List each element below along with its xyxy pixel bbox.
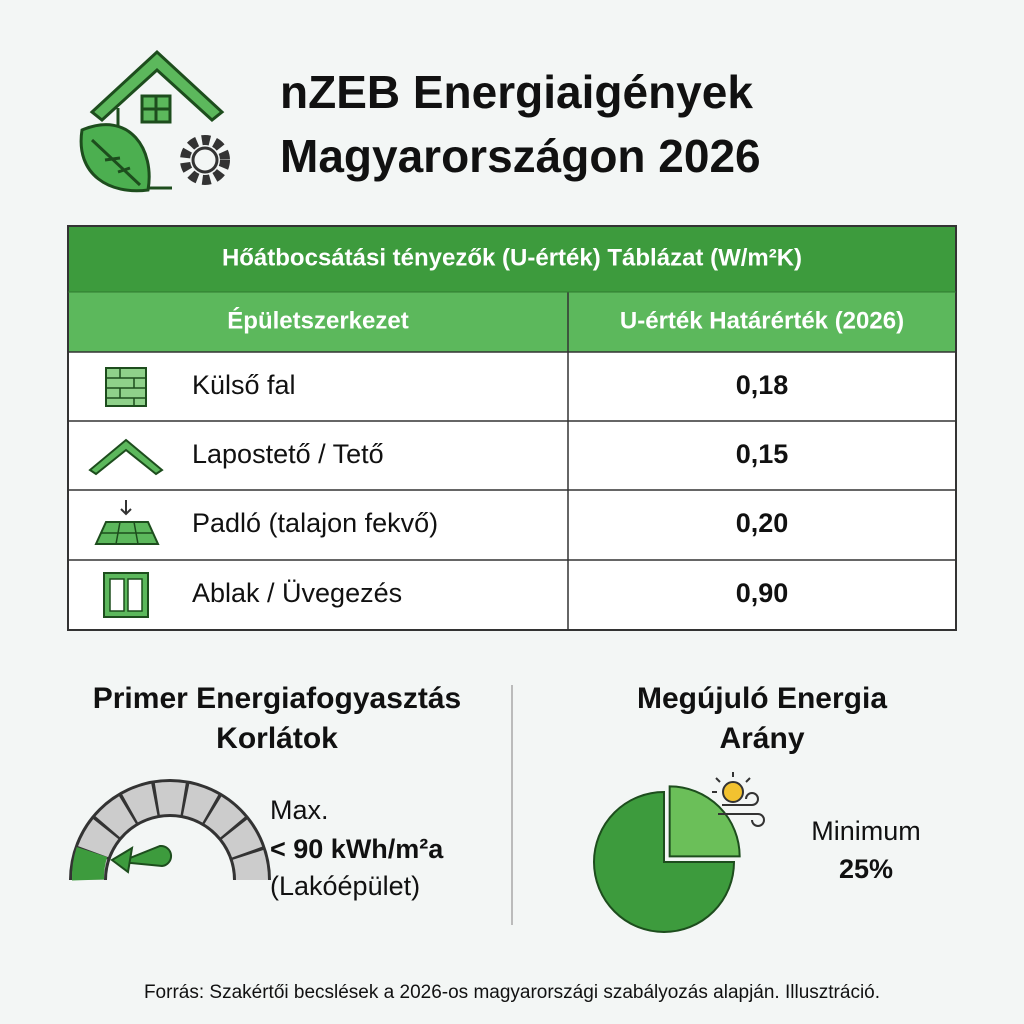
section-title: Primer Energiafogyasztás [93, 682, 461, 715]
gauge-icon [69, 779, 271, 881]
table-body [68, 352, 956, 630]
section-title: Megújuló Energia [637, 682, 887, 715]
sun-wind-icon [712, 772, 765, 827]
value-label: 25% [839, 854, 893, 884]
table-header [68, 292, 956, 352]
cell: Külső fal [192, 370, 296, 400]
table-border [67, 225, 957, 631]
footer: Forrás: Szakértői becslések a 2026-os ma… [144, 982, 880, 1003]
cell: Lapostető / Tető [192, 439, 384, 469]
pie [593, 785, 741, 933]
cell-value: 0,90 [736, 578, 789, 608]
cell-value: 0,18 [736, 370, 789, 400]
floor-icon [94, 500, 160, 545]
table-header [68, 226, 956, 292]
title: Magyarországon 2026 [280, 130, 761, 182]
text: < 90 kWh/m²a [270, 834, 444, 864]
cell: Ablak / Üvegezés [192, 578, 402, 608]
table: Hőátbocsátási tényezők (U-érték) Tábláza… [67, 225, 957, 631]
table-caption: Hőátbocsátási tényezők (U-érték) Tábláza… [222, 244, 802, 271]
text: Minimum [811, 816, 921, 846]
title: nZEB Energiaigények [280, 66, 753, 118]
cell: Padló (talajon fekvő) [192, 508, 438, 538]
column-header: Épületszerkezet [227, 306, 408, 334]
window-icon [103, 572, 149, 618]
pie-slice [668, 785, 741, 858]
roof-icon [88, 438, 164, 476]
logo [79, 49, 230, 193]
wall-icon [105, 367, 147, 407]
pie-rest [593, 790, 736, 933]
text: (Lakóépület) [270, 871, 420, 901]
cell-value: 0,20 [736, 508, 789, 538]
section-title: Arány [719, 722, 804, 755]
section-title: Korlátok [216, 722, 338, 755]
text: Max. [270, 795, 329, 825]
column-header: U-érték Határérték (2026) [620, 307, 904, 334]
cell-value: 0,15 [736, 439, 789, 469]
